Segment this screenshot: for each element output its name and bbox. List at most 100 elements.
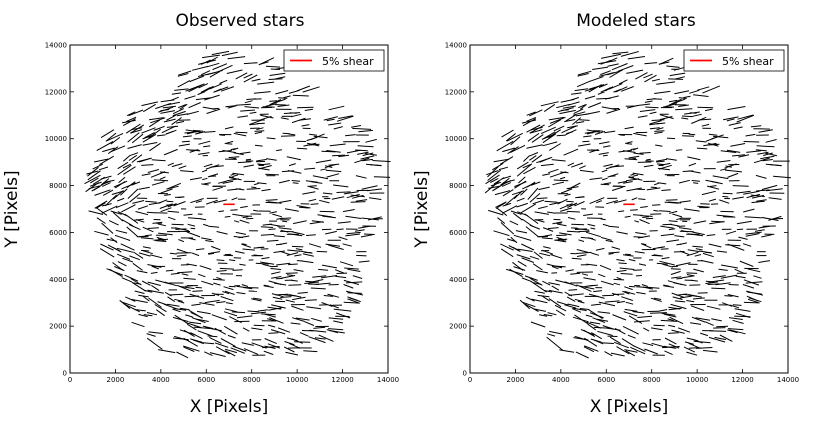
star-whisker [589,177,603,180]
star-whisker [303,350,318,353]
star-whisker [616,300,625,304]
star-whisker [159,171,169,174]
star-whisker [198,273,206,278]
star-whisker [712,135,729,139]
star-whisker [653,182,659,186]
star-whisker [260,233,275,236]
star-whisker [761,184,778,191]
star-whisker [370,164,382,166]
star-whisker [229,259,236,262]
star-whisker [732,196,744,200]
star-whisker [344,267,359,270]
star-whisker [175,228,187,230]
star-whisker [201,169,208,173]
star-whisker [608,225,620,228]
plot-frame [69,44,389,374]
star-whisker [186,149,201,152]
star-whisker [101,182,111,187]
star-whisker [559,176,566,180]
star-whisker [272,296,283,300]
star-whisker [576,254,587,257]
star-whisker [110,137,121,145]
star-whisker [596,97,611,100]
star-whisker [709,185,717,187]
y-axis-label: Y [Pixels] [412,170,432,248]
star-whisker [702,252,714,258]
star-whisker [304,299,317,301]
star-whisker [100,129,115,139]
star-whisker [588,102,602,109]
star-whisker [624,349,638,353]
star-whisker [575,121,585,124]
star-whisker [292,94,309,97]
star-whisker [191,252,200,257]
star-whisker [551,159,566,162]
star-whisker [754,229,765,232]
star-whisker [313,135,328,139]
star-whisker [230,347,245,354]
star-whisker [345,215,362,219]
star-whisker [360,234,373,238]
star-whisker [253,91,271,94]
star-whisker [753,157,770,164]
star-whisker [216,277,222,280]
star-whisker [240,109,256,112]
star-whisker [616,269,627,273]
star-whisker [265,103,277,107]
star-whisker [342,209,355,213]
star-whisker [571,308,582,313]
star-whisker [559,232,572,236]
star-whisker [323,116,338,121]
star-whisker [222,180,234,184]
star-whisker [328,244,344,250]
star-whisker [607,63,619,67]
x-tick-label: 4000 [552,376,570,384]
star-whisker [642,216,649,218]
star-whisker [265,65,281,68]
star-whisker [557,198,568,205]
star-whisker [200,218,207,221]
star-whisker [529,277,543,286]
star-whisker [520,188,528,196]
star-whisker [243,62,258,65]
star-whisker [542,295,550,302]
star-whisker [661,263,674,268]
star-whisker [290,322,301,325]
star-whisker [549,143,561,151]
star-whisker [734,268,745,275]
star-whisker [338,236,348,241]
star-whisker [190,338,203,343]
star-whisker [249,123,259,126]
star-whisker [531,134,544,143]
star-whisker [525,226,539,238]
star-whisker [571,257,582,260]
star-whisker [196,318,209,322]
star-whisker [695,248,703,251]
star-whisker [634,251,645,254]
star-whisker [241,243,251,248]
star-whisker [643,327,650,332]
x-tick-label: 4000 [152,376,170,384]
star-whisker [326,329,339,334]
star-whisker [142,295,150,302]
x-tick-label: 10000 [286,376,308,384]
star-whisker [613,278,625,281]
star-whisker [686,300,695,303]
star-whisker [218,210,225,213]
star-whisker [343,284,354,289]
star-whisker [627,334,636,339]
star-whisker [206,56,219,64]
star-whisker [177,104,186,109]
star-whisker [224,140,234,145]
star-whisker [202,325,214,330]
star-whisker [160,110,175,114]
star-whisker [634,220,640,223]
star-whisker [259,61,269,65]
star-whisker [142,246,151,249]
star-whisker [691,316,706,323]
star-whisker [213,282,221,286]
star-whisker [670,270,681,275]
star-whisker [135,219,145,223]
star-whisker [510,236,518,244]
star-whisker [659,210,671,212]
